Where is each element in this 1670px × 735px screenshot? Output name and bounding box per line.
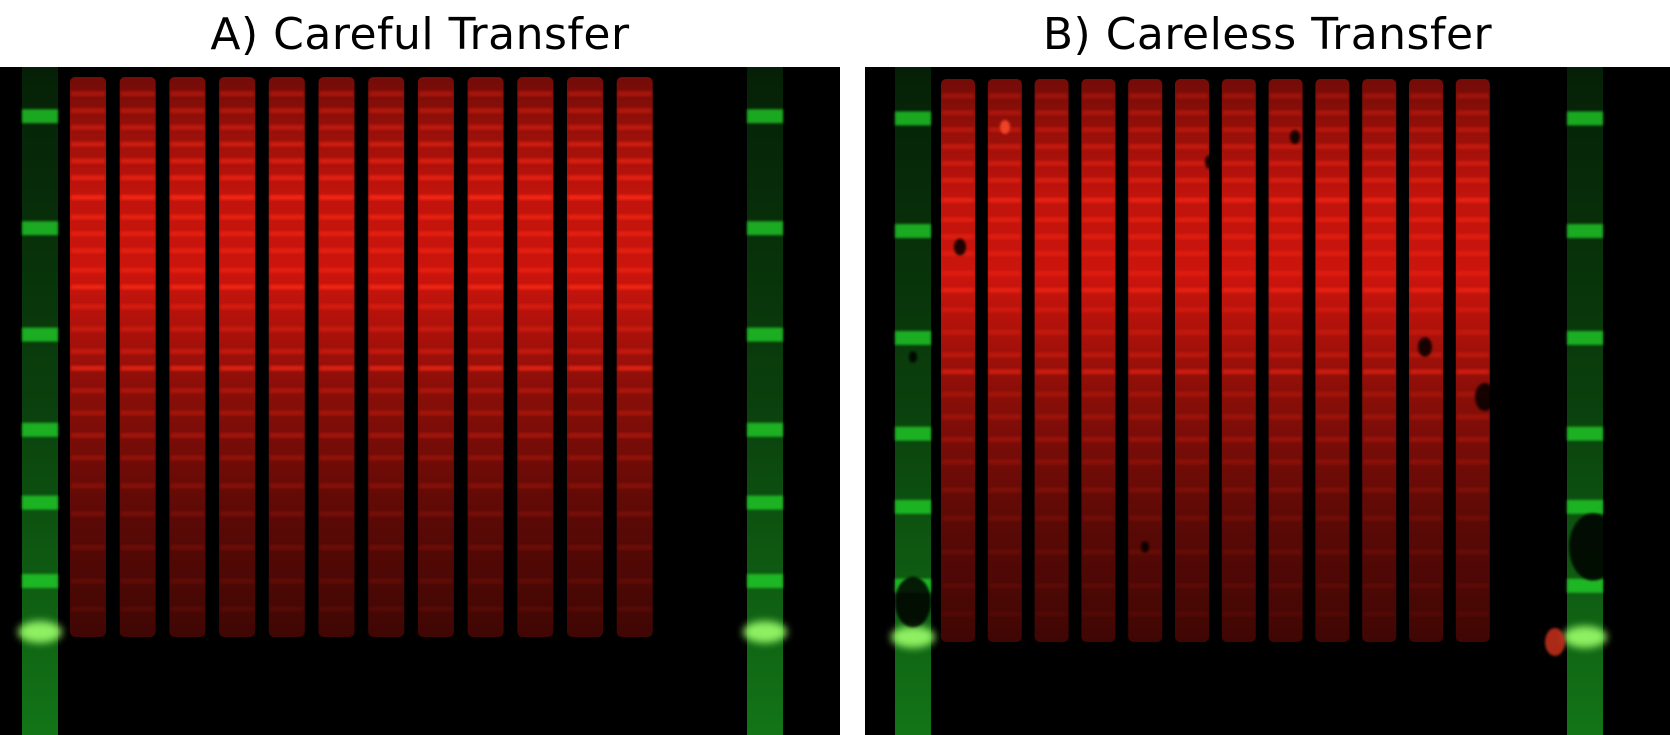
panel-a-title: A) Careful Transfer: [210, 9, 630, 60]
ladder-lane: [891, 67, 935, 735]
protein-lane: [467, 77, 504, 637]
panel-b-title: B) Careless Transfer: [1042, 9, 1493, 60]
transfer-artifact: [1418, 337, 1432, 357]
ladder-dye-front: [743, 621, 787, 643]
transfer-artifact: [1520, 120, 1530, 134]
protein-lane: [119, 77, 156, 637]
protein-lane: [1268, 79, 1303, 642]
transfer-artifact: [895, 576, 931, 628]
panel-b-blot-svg: [891, 67, 1617, 735]
ladder-lane: [743, 67, 787, 735]
panel-a-blot-image: [0, 67, 840, 735]
protein-lane: [268, 77, 305, 637]
ladder-lane: [1563, 67, 1607, 735]
ladder-dye-front: [1563, 626, 1607, 648]
transfer-artifact: [1569, 513, 1617, 581]
transfer-artifact: [1545, 628, 1565, 656]
protein-lane: [417, 77, 454, 637]
protein-lane: [1221, 79, 1256, 642]
protein-lane: [1128, 79, 1163, 642]
protein-lane: [70, 77, 106, 637]
transfer-artifact: [1290, 130, 1300, 144]
transfer-artifact: [1000, 120, 1010, 134]
protein-lane: [517, 77, 554, 637]
protein-lane: [616, 77, 653, 637]
ladder-dye-front: [891, 626, 935, 648]
protein-lane: [1455, 79, 1490, 642]
protein-lane: [1409, 79, 1443, 642]
protein-lane: [1315, 79, 1350, 642]
protein-lane: [941, 79, 975, 642]
ladder-dye-front: [18, 621, 62, 643]
transfer-artifact: [1475, 383, 1495, 411]
transfer-artifact: [954, 238, 966, 256]
ladder-lane: [18, 67, 62, 735]
transfer-artifact: [909, 351, 917, 363]
protein-lane: [169, 77, 206, 637]
protein-lane: [1175, 79, 1209, 642]
protein-lane: [1081, 79, 1116, 642]
panel-a-blot-svg: [18, 67, 787, 735]
panel-b-blot-image: [865, 67, 1670, 735]
protein-lane: [219, 77, 256, 637]
transfer-artifact: [1141, 541, 1149, 553]
transfer-artifact: [1205, 155, 1215, 169]
protein-lane: [368, 77, 405, 637]
protein-lane: [567, 77, 603, 637]
protein-lane: [987, 79, 1022, 642]
protein-lane: [318, 77, 355, 637]
protein-lane: [1362, 79, 1397, 642]
protein-lane: [1034, 79, 1069, 642]
